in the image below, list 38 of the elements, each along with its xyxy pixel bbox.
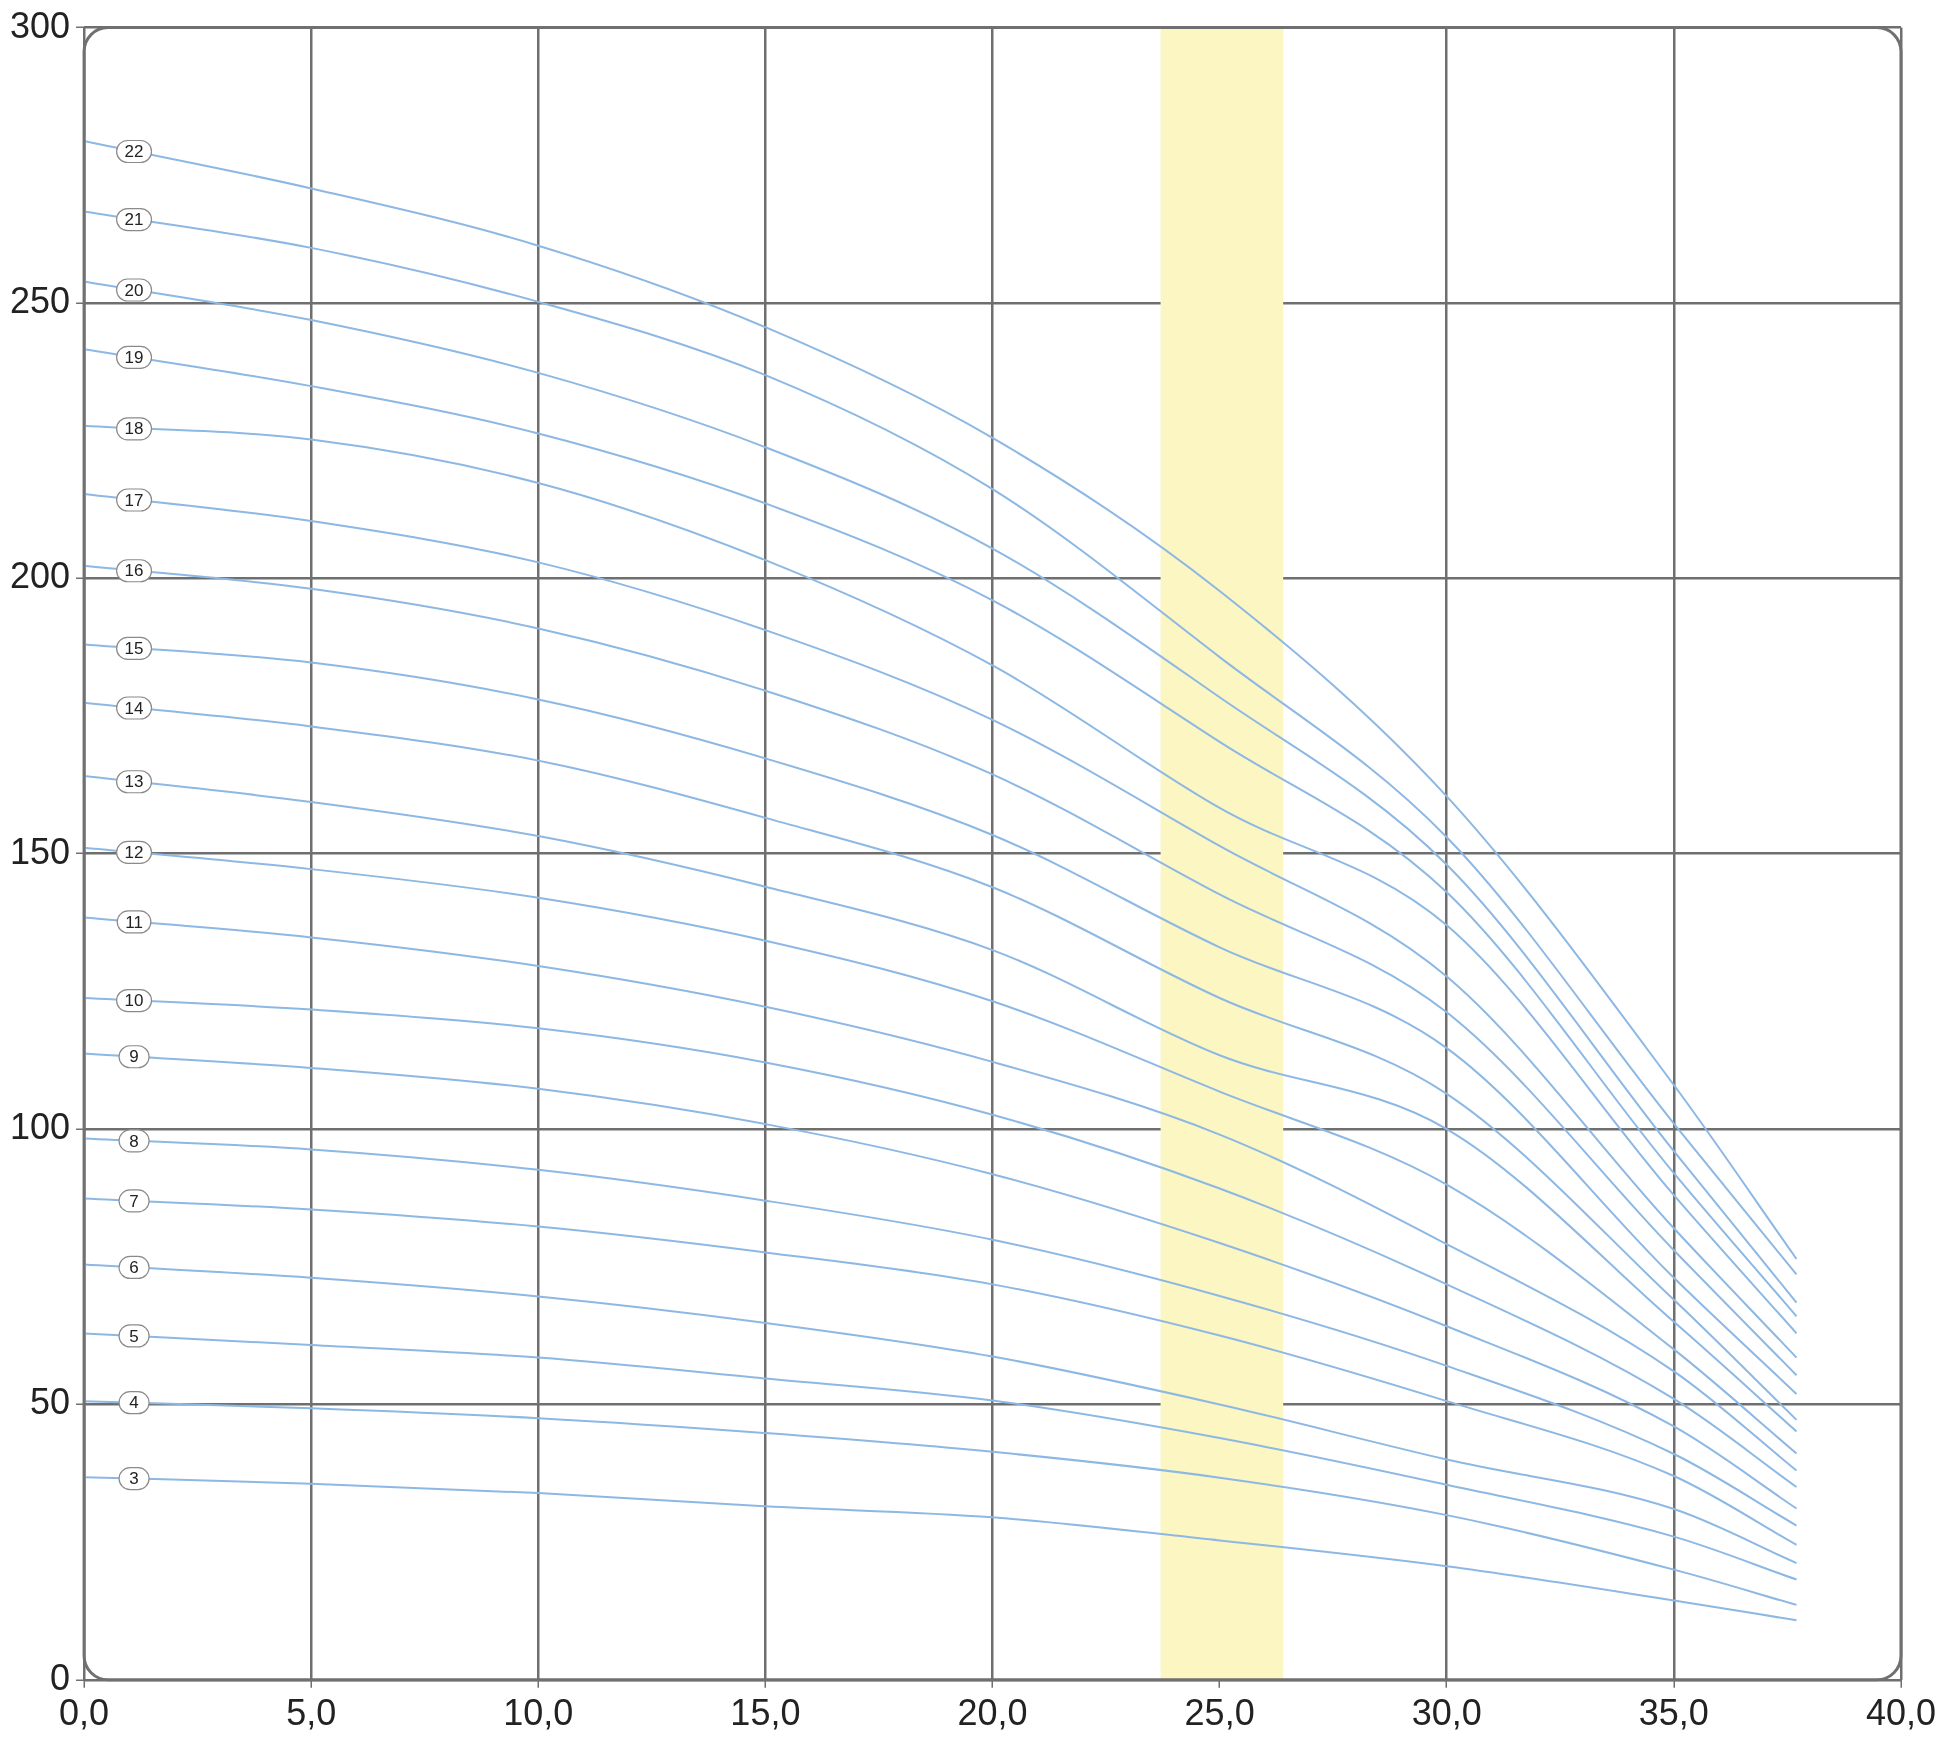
line-series	[84, 1197, 1798, 1546]
series-label: 9	[129, 1047, 139, 1067]
series-label: 17	[124, 490, 144, 510]
series-label: 5	[129, 1326, 139, 1346]
series-label: 22	[124, 142, 144, 162]
series-label: 6	[129, 1258, 139, 1278]
series-label: 15	[124, 639, 144, 659]
y-tick-label: 50	[30, 1381, 71, 1423]
x-tick-label: 25,0	[1184, 1692, 1255, 1734]
series-label: 12	[124, 843, 144, 863]
line-series	[84, 1332, 1798, 1581]
series-label: 21	[124, 210, 144, 230]
line-series	[84, 1137, 1798, 1527]
x-tick-label: 35,0	[1638, 1692, 1709, 1734]
y-tick-label: 150	[9, 830, 71, 872]
y-tick-label: 250	[9, 279, 71, 321]
series-label: 19	[124, 348, 144, 368]
series-label: 18	[124, 419, 144, 439]
x-tick-label: 20,0	[957, 1692, 1028, 1734]
series-label: 10	[124, 991, 144, 1011]
line-series	[84, 1263, 1798, 1565]
x-tick-label: 40,0	[1865, 1692, 1937, 1734]
series-label: 20	[124, 280, 144, 300]
series-label: 3	[129, 1469, 139, 1489]
series-label: 8	[129, 1131, 139, 1151]
series-label: 16	[124, 561, 144, 581]
series-label: 4	[129, 1393, 139, 1413]
y-tick-label: 200	[9, 555, 71, 597]
x-tick-label: 10,0	[503, 1692, 574, 1734]
series-label: 13	[124, 772, 144, 792]
y-tick-label: 100	[9, 1105, 71, 1147]
x-tick-label: 15,0	[730, 1692, 801, 1734]
series-label: 11	[125, 912, 143, 932]
series-label: 7	[129, 1191, 139, 1211]
x-tick-label: 5,0	[286, 1692, 337, 1734]
series-label: 14	[124, 698, 144, 718]
y-tick-label: 300	[9, 4, 71, 46]
x-tick-label: 30,0	[1411, 1692, 1482, 1734]
